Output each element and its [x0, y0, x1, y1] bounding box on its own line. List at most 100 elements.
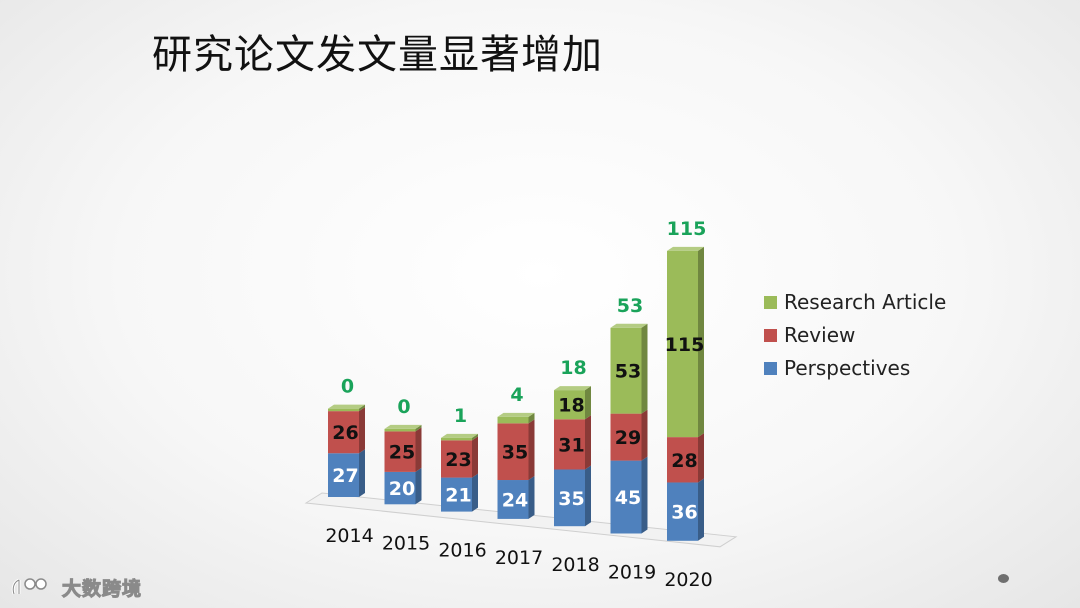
data-label-top: 115 — [667, 218, 707, 240]
data-label-top: 53 — [617, 295, 643, 317]
data-label: 24 — [502, 489, 528, 511]
x-tick-label: 2015 — [382, 532, 430, 554]
data-label: 18 — [558, 395, 584, 417]
x-tick-label: 2016 — [438, 540, 486, 562]
bar-front — [610, 460, 642, 534]
bar-segment-perspectives-2016 — [441, 473, 478, 512]
bar-front — [441, 437, 472, 441]
legend: Research Article Review Perspectives — [764, 290, 946, 380]
bar-front — [497, 480, 529, 519]
legend-item-perspectives: Perspectives — [764, 356, 910, 380]
bar-segment-review-2017 — [497, 419, 535, 481]
bar-front — [554, 419, 585, 470]
watermark-text: 大数跨境 — [61, 577, 143, 600]
data-label-top: 0 — [341, 376, 354, 398]
bar-segment-perspectives-2019 — [610, 456, 648, 534]
bar-front — [441, 440, 472, 478]
bar-side — [472, 473, 478, 512]
brand-logo-icon — [11, 578, 47, 595]
bar-side — [585, 415, 591, 470]
bar-front — [554, 469, 585, 527]
data-label: 20 — [389, 478, 415, 500]
bar-side — [528, 476, 535, 519]
bar-segment-perspectives-2018 — [554, 465, 591, 527]
x-tick-label: 2020 — [664, 569, 712, 591]
bar-side — [415, 427, 422, 472]
bar-segment-review-2016 — [441, 436, 478, 478]
data-label-top: 18 — [560, 357, 586, 379]
data-label-top: 1 — [454, 405, 467, 427]
bar-top-cap — [667, 246, 704, 251]
bar-side — [359, 404, 365, 412]
bar-top-cap — [554, 386, 591, 391]
data-label: 115 — [665, 334, 705, 356]
bar-top-cap — [384, 424, 422, 429]
data-label: 28 — [671, 450, 697, 472]
bar-side — [415, 424, 422, 432]
bar-front — [328, 453, 359, 497]
bar-side — [472, 436, 478, 478]
bar-segment-research-article-2014 — [328, 404, 365, 412]
bar-segment-perspectives-2020 — [667, 478, 704, 541]
bar-segment-perspectives-2015 — [384, 467, 422, 505]
data-label: 27 — [332, 465, 358, 487]
x-tick-label: 2014 — [325, 525, 373, 547]
data-label: 23 — [445, 449, 471, 471]
bar-segment-review-2018 — [554, 415, 591, 470]
bar-side — [472, 433, 478, 441]
legend-item-research-article: Research Article — [764, 290, 946, 314]
bar-front — [667, 482, 698, 541]
bar-segment-review-2020 — [667, 433, 704, 483]
bar-side — [528, 412, 535, 424]
bar-segment-research-article-2016 — [441, 433, 478, 441]
slide-title: 研究论文发文量显著增加 — [152, 32, 603, 78]
bar-front — [667, 437, 698, 483]
bar-segment-research-article-2015 — [384, 424, 422, 432]
bar-segment-review-2015 — [384, 427, 422, 472]
bar-side — [415, 467, 422, 505]
bar-segment-perspectives-2017 — [497, 476, 535, 519]
dot-icon — [998, 574, 1009, 583]
bar-front — [384, 471, 416, 505]
data-label: 29 — [615, 427, 641, 449]
bar-front — [384, 431, 416, 472]
bar-side — [585, 465, 591, 527]
bar-front — [441, 477, 472, 512]
bar-segment-research-article-2019 — [610, 323, 648, 414]
data-label: 26 — [332, 422, 358, 444]
data-label-top: 0 — [397, 396, 410, 418]
bar-segment-perspectives-2014 — [328, 449, 365, 497]
bar-front — [610, 413, 642, 461]
x-tick-label: 2018 — [551, 554, 599, 576]
watermark: 大数跨境 — [10, 574, 142, 600]
bar-side — [585, 386, 591, 420]
legend-label: Perspectives — [784, 356, 910, 380]
bars-group — [328, 246, 704, 541]
bar-segment-review-2019 — [610, 409, 648, 461]
data-label: 35 — [558, 488, 584, 510]
bar-segment-research-article-2020 — [667, 246, 704, 438]
bar-top-cap — [441, 433, 478, 438]
data-label: 31 — [558, 434, 584, 456]
bar-side — [641, 323, 648, 414]
data-labels-group: 27 26 0 20 25 0 21 23 1 24 35 4 35 31 18 18 45 29 53 53 36 28… — [332, 218, 706, 524]
bar-segment-research-article-2017 — [497, 412, 535, 424]
bar-side — [359, 449, 365, 497]
data-label: 53 — [615, 361, 641, 383]
bar-front — [384, 428, 416, 432]
data-label-top: 4 — [510, 384, 523, 406]
bar-side — [698, 478, 704, 541]
legend-swatch — [764, 362, 777, 375]
bar-segment-research-article-2018 — [554, 386, 591, 420]
bar-side — [698, 433, 704, 483]
x-tick-label: 2019 — [608, 562, 656, 584]
data-label: 45 — [615, 487, 641, 509]
bar-side — [698, 246, 704, 438]
data-label: 25 — [389, 442, 415, 464]
data-label: 21 — [445, 485, 471, 507]
legend-label: Research Article — [784, 290, 946, 314]
x-axis-ticks: 2014 2015 2016 2017 2018 2019 2020 — [325, 525, 712, 591]
bar-side — [359, 407, 365, 454]
bar-side — [641, 409, 648, 461]
